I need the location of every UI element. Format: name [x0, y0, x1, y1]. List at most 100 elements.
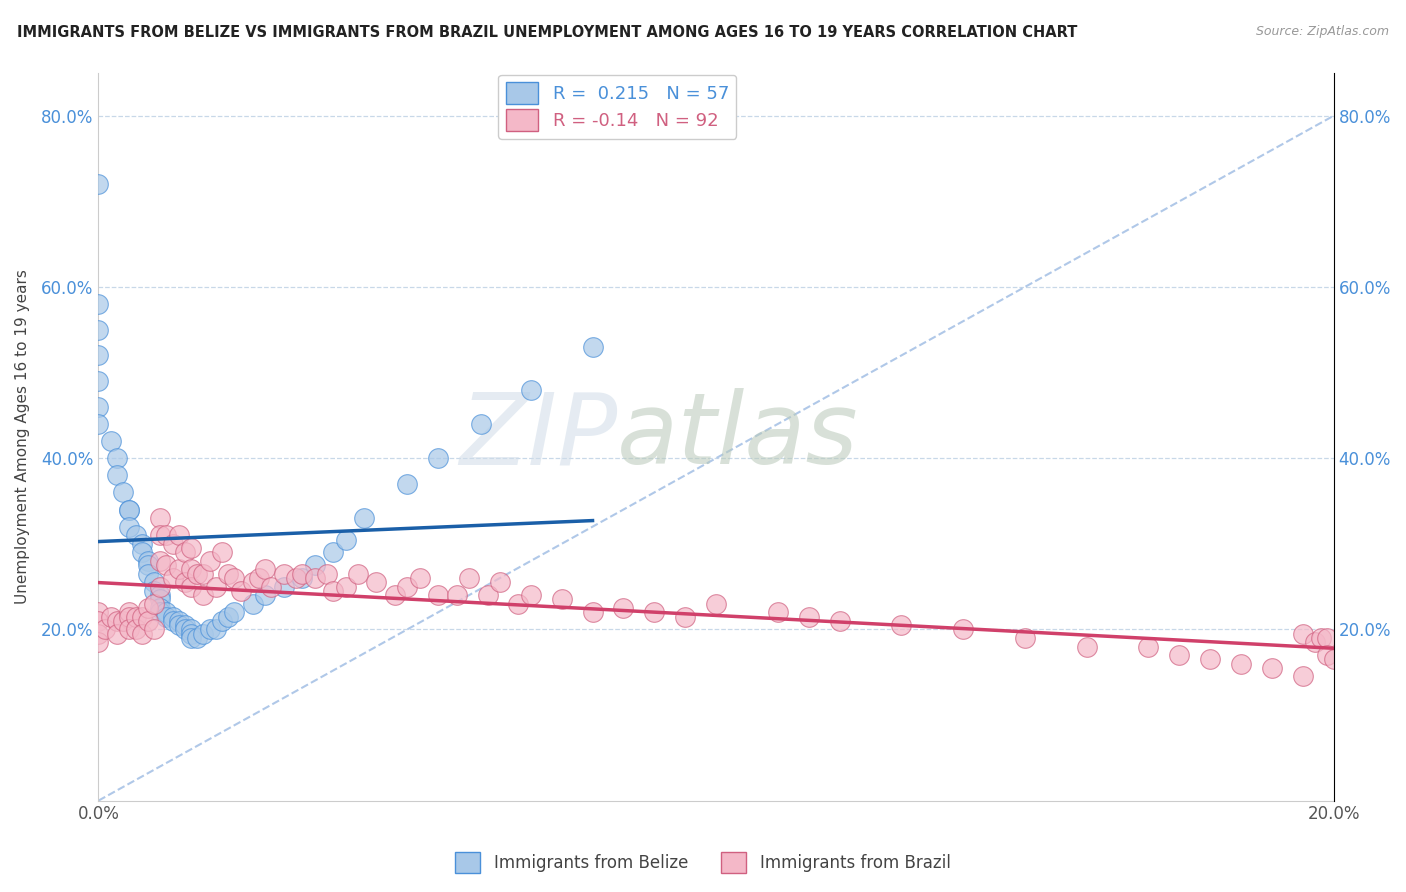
Point	[1076, 640, 1098, 654]
Point	[149, 601, 172, 615]
Point	[643, 605, 665, 619]
Point	[87, 297, 110, 311]
Point	[1014, 631, 1036, 645]
Point	[1310, 631, 1333, 645]
Point	[118, 502, 141, 516]
Point	[180, 626, 202, 640]
Point	[204, 580, 226, 594]
Point	[100, 609, 122, 624]
Point	[174, 545, 197, 559]
Point	[1292, 669, 1315, 683]
Point	[180, 541, 202, 555]
Point	[427, 588, 450, 602]
Point	[136, 554, 159, 568]
Y-axis label: Unemployment Among Ages 16 to 19 years: Unemployment Among Ages 16 to 19 years	[15, 269, 30, 604]
Point	[136, 566, 159, 581]
Point	[1168, 648, 1191, 662]
Point	[224, 605, 246, 619]
Point	[162, 571, 184, 585]
Point	[254, 562, 277, 576]
Point	[217, 566, 239, 581]
Point	[797, 609, 820, 624]
Point	[224, 571, 246, 585]
Point	[155, 609, 177, 624]
Point	[149, 528, 172, 542]
Point	[581, 605, 603, 619]
Point	[304, 571, 326, 585]
Point	[124, 623, 146, 637]
Point	[136, 614, 159, 628]
Point	[198, 623, 221, 637]
Point	[673, 609, 696, 624]
Point	[489, 575, 512, 590]
Point	[87, 614, 110, 628]
Point	[550, 592, 572, 607]
Point	[353, 511, 375, 525]
Point	[149, 554, 172, 568]
Point	[143, 575, 166, 590]
Point	[162, 537, 184, 551]
Text: ZIP: ZIP	[458, 388, 617, 485]
Point	[322, 545, 344, 559]
Point	[149, 605, 172, 619]
Point	[155, 528, 177, 542]
Point	[766, 605, 789, 619]
Point	[131, 626, 153, 640]
Point	[186, 631, 208, 645]
Point	[87, 323, 110, 337]
Point	[1137, 640, 1160, 654]
Point	[180, 580, 202, 594]
Point	[118, 623, 141, 637]
Point	[612, 601, 634, 615]
Point	[180, 562, 202, 576]
Point	[193, 626, 215, 640]
Point	[229, 583, 252, 598]
Point	[952, 623, 974, 637]
Point	[316, 566, 339, 581]
Point	[87, 635, 110, 649]
Legend: R =  0.215   N = 57, R = -0.14   N = 92: R = 0.215 N = 57, R = -0.14 N = 92	[498, 75, 737, 138]
Point	[167, 618, 190, 632]
Point	[427, 451, 450, 466]
Point	[155, 558, 177, 573]
Point	[87, 417, 110, 431]
Point	[408, 571, 430, 585]
Point	[118, 519, 141, 533]
Point	[211, 545, 233, 559]
Point	[136, 601, 159, 615]
Point	[242, 597, 264, 611]
Point	[105, 468, 128, 483]
Point	[1292, 626, 1315, 640]
Point	[704, 597, 727, 611]
Point	[260, 580, 283, 594]
Point	[581, 340, 603, 354]
Point	[149, 511, 172, 525]
Text: IMMIGRANTS FROM BELIZE VS IMMIGRANTS FROM BRAZIL UNEMPLOYMENT AMONG AGES 16 TO 1: IMMIGRANTS FROM BELIZE VS IMMIGRANTS FRO…	[17, 25, 1077, 40]
Point	[890, 618, 912, 632]
Point	[396, 476, 419, 491]
Point	[131, 537, 153, 551]
Point	[1316, 631, 1339, 645]
Point	[174, 623, 197, 637]
Point	[174, 575, 197, 590]
Point	[254, 588, 277, 602]
Text: Source: ZipAtlas.com: Source: ZipAtlas.com	[1256, 25, 1389, 38]
Point	[180, 631, 202, 645]
Point	[118, 609, 141, 624]
Point	[291, 571, 314, 585]
Point	[105, 614, 128, 628]
Point	[87, 178, 110, 192]
Point	[100, 434, 122, 448]
Legend: Immigrants from Belize, Immigrants from Brazil: Immigrants from Belize, Immigrants from …	[449, 846, 957, 880]
Point	[458, 571, 481, 585]
Point	[242, 575, 264, 590]
Point	[193, 588, 215, 602]
Point	[335, 580, 357, 594]
Point	[366, 575, 388, 590]
Point	[124, 609, 146, 624]
Point	[131, 545, 153, 559]
Point	[273, 580, 295, 594]
Point	[149, 588, 172, 602]
Point	[470, 417, 492, 431]
Point	[322, 583, 344, 598]
